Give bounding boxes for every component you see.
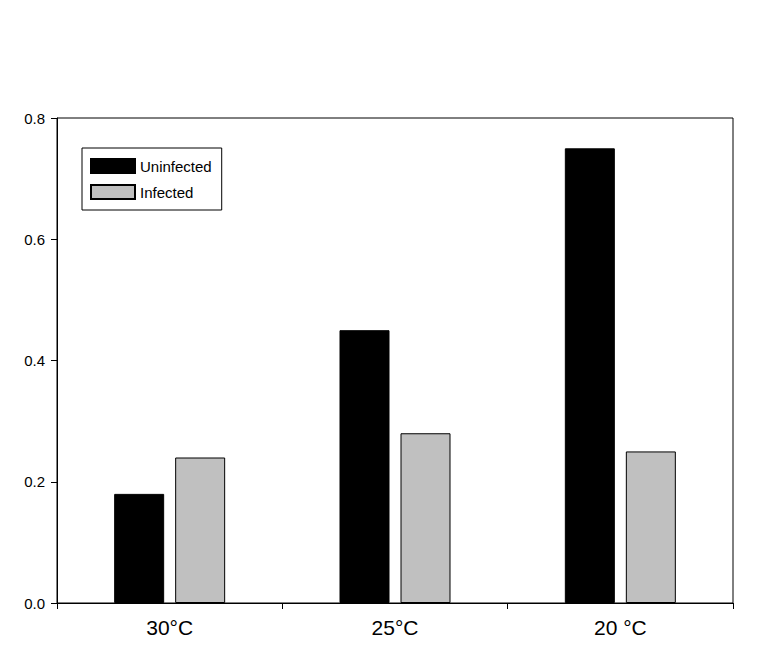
svg-text:0.8: 0.8	[24, 110, 45, 127]
svg-text:0.6: 0.6	[24, 231, 45, 248]
svg-text:25°C: 25°C	[372, 616, 419, 639]
svg-text:Infected: Infected	[140, 184, 193, 201]
svg-text:20 °C: 20 °C	[594, 616, 647, 639]
svg-text:0.4: 0.4	[24, 352, 45, 369]
svg-text:Uninfected: Uninfected	[140, 158, 212, 175]
svg-text:0.2: 0.2	[24, 473, 45, 490]
svg-text:0.0: 0.0	[24, 595, 45, 612]
svg-text:30°C: 30°C	[146, 616, 193, 639]
